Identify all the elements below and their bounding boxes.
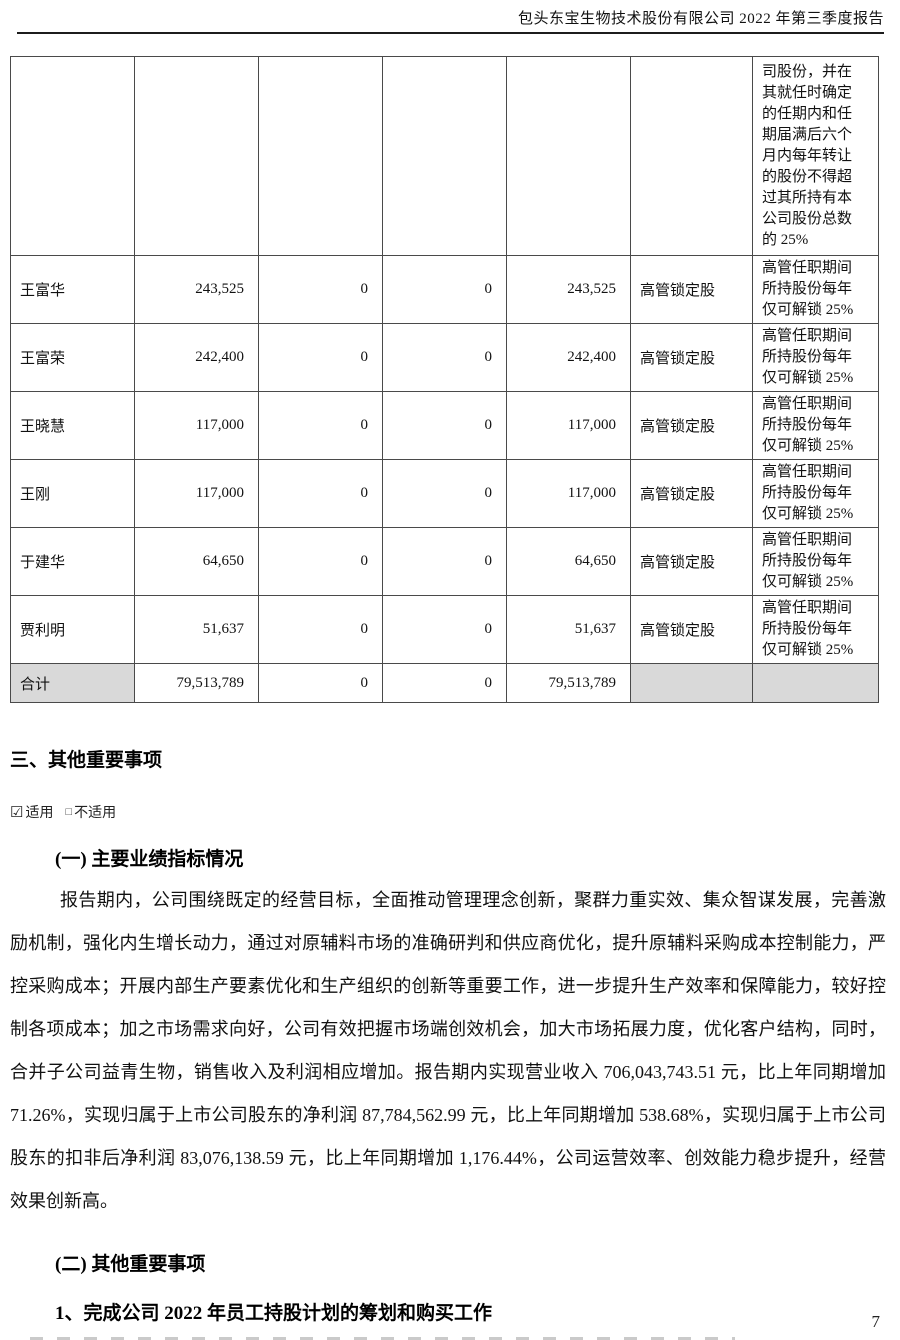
- page-number: 7: [871, 1312, 881, 1331]
- cell-begin-shares: 242,400: [134, 323, 259, 392]
- cell-holder-name: 王刚: [10, 459, 135, 528]
- cell-lock-note: 高管任职期间所持股份每年仅可解锁 25%: [752, 459, 879, 528]
- cell-total-released: 0: [382, 663, 507, 703]
- cell-total-begin: 79,513,789: [134, 663, 259, 703]
- cell-lock-reason: 高管锁定股: [630, 255, 753, 324]
- item-title-esop-plan: 1、完成公司 2022 年员工持股计划的筹划和购买工作: [55, 1303, 493, 1324]
- table-row: 王晓慧 117,000 0 0 117,000 高管锁定股 高管任职期间所持股份…: [10, 391, 879, 460]
- subsection-title-performance-indicators: (一) 主要业绩指标情况: [55, 849, 244, 870]
- cell-total-empty: [630, 663, 753, 703]
- applicable-label: 适用: [25, 806, 54, 821]
- locked-shares-table: 司股份，并在其就任时确定的任期内和任期届满后六个月内每年转让的股份不得超过其所持…: [10, 56, 879, 703]
- cutoff-text-artifact: [30, 1337, 735, 1340]
- cell-released-shares: 0: [382, 595, 507, 664]
- cell-added-shares: 0: [258, 459, 383, 528]
- header-rule: [17, 32, 884, 34]
- cell-released-shares: 0: [382, 527, 507, 596]
- table-row: 王刚 117,000 0 0 117,000 高管锁定股 高管任职期间所持股份每…: [10, 459, 879, 528]
- cell-holder-name: 王富华: [10, 255, 135, 324]
- cell-lock-reason: 高管锁定股: [630, 527, 753, 596]
- table-row-continuation: 司股份，并在其就任时确定的任期内和任期届满后六个月内每年转让的股份不得超过其所持…: [10, 56, 879, 256]
- cell-added-shares: 0: [258, 323, 383, 392]
- cell-begin-shares: 64,650: [134, 527, 259, 596]
- cell-added-shares: 0: [258, 255, 383, 324]
- cell-holder-name: 贾利明: [10, 595, 135, 664]
- cell-lock-reason: 高管锁定股: [630, 391, 753, 460]
- table-row: 王富荣 242,400 0 0 242,400 高管锁定股 高管任职期间所持股份…: [10, 323, 879, 392]
- applicability-line: ☑ 适用 □ 不适用: [10, 802, 900, 822]
- table-row: 于建华 64,650 0 0 64,650 高管锁定股 高管任职期间所持股份每年…: [10, 527, 879, 596]
- cell-end-shares: 64,650: [506, 527, 631, 596]
- cell-holder-name: 于建华: [10, 527, 135, 596]
- cell-lock-note: 高管任职期间所持股份每年仅可解锁 25%: [752, 527, 879, 596]
- cell-empty: [134, 56, 259, 256]
- checked-checkbox-icon: ☑: [10, 804, 24, 821]
- cell-added-shares: 0: [258, 391, 383, 460]
- not-applicable-label: 不适用: [74, 806, 117, 821]
- cell-empty: [382, 56, 507, 256]
- cell-added-shares: 0: [258, 527, 383, 596]
- cell-total-empty: [752, 663, 879, 703]
- cell-begin-shares: 117,000: [134, 459, 259, 528]
- cell-total-label: 合计: [10, 663, 135, 703]
- cell-released-shares: 0: [382, 323, 507, 392]
- table-row: 贾利明 51,637 0 0 51,637 高管锁定股 高管任职期间所持股份每年…: [10, 595, 879, 664]
- cell-total-end: 79,513,789: [506, 663, 631, 703]
- cell-begin-shares: 117,000: [134, 391, 259, 460]
- cell-lock-note: 高管任职期间所持股份每年仅可解锁 25%: [752, 391, 879, 460]
- cell-lock-reason: 高管锁定股: [630, 323, 753, 392]
- section-heading-other-important-matters: 三、其他重要事项: [10, 750, 163, 771]
- cell-empty: [506, 56, 631, 256]
- table-row: 王富华 243,525 0 0 243,525 高管锁定股 高管任职期间所持股份…: [10, 255, 879, 324]
- cell-empty: [630, 56, 753, 256]
- cell-released-shares: 0: [382, 255, 507, 324]
- cell-lock-note: 高管任职期间所持股份每年仅可解锁 25%: [752, 255, 879, 324]
- subsection-title-other-matters: (二) 其他重要事项: [55, 1254, 206, 1275]
- cell-continuation-note: 司股份，并在其就任时确定的任期内和任期届满后六个月内每年转让的股份不得超过其所持…: [752, 56, 879, 256]
- cell-lock-reason: 高管锁定股: [630, 595, 753, 664]
- cell-added-shares: 0: [258, 595, 383, 664]
- cell-holder-name: 王富荣: [10, 323, 135, 392]
- cell-end-shares: 117,000: [506, 391, 631, 460]
- unchecked-checkbox-icon: □: [65, 806, 73, 818]
- cell-end-shares: 51,637: [506, 595, 631, 664]
- cell-total-added: 0: [258, 663, 383, 703]
- cell-end-shares: 242,400: [506, 323, 631, 392]
- cell-lock-note: 高管任职期间所持股份每年仅可解锁 25%: [752, 595, 879, 664]
- cell-lock-note: 高管任职期间所持股份每年仅可解锁 25%: [752, 323, 879, 392]
- cell-empty: [10, 56, 135, 256]
- table-row-total: 合计 79,513,789 0 0 79,513,789: [10, 663, 879, 703]
- cell-empty: [258, 56, 383, 256]
- performance-paragraph: 报告期内，公司围绕既定的经营目标，全面推动管理理念创新，聚群力重实效、集众智谋发…: [10, 890, 886, 1211]
- cell-released-shares: 0: [382, 459, 507, 528]
- cell-end-shares: 243,525: [506, 255, 631, 324]
- cell-begin-shares: 243,525: [134, 255, 259, 324]
- cell-holder-name: 王晓慧: [10, 391, 135, 460]
- cell-begin-shares: 51,637: [134, 595, 259, 664]
- report-header-title: 包头东宝生物技术股份有限公司 2022 年第三季度报告: [517, 11, 884, 27]
- cell-released-shares: 0: [382, 391, 507, 460]
- cell-end-shares: 117,000: [506, 459, 631, 528]
- cell-lock-reason: 高管锁定股: [630, 459, 753, 528]
